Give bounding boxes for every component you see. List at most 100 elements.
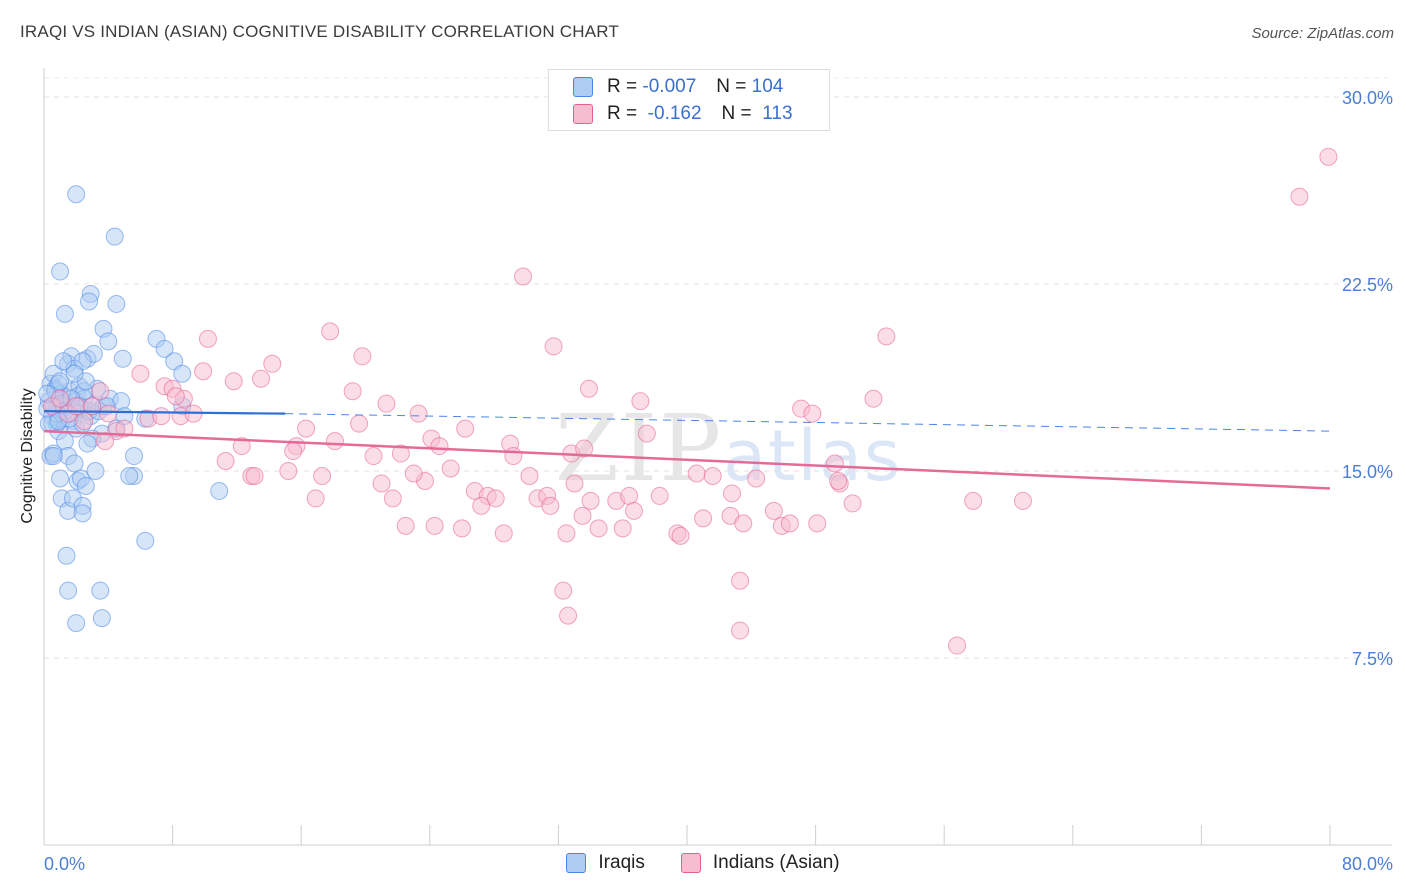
- axes: [43, 68, 1392, 846]
- indian-point: [877, 327, 896, 346]
- indian-point: [75, 412, 94, 431]
- chart-title: IRAQI VS INDIAN (ASIAN) COGNITIVE DISABI…: [20, 22, 619, 41]
- indian-point: [1290, 187, 1309, 206]
- indian-point: [441, 459, 460, 478]
- iraqi-point: [105, 227, 124, 246]
- indian-point: [232, 437, 251, 456]
- indian-point: [452, 519, 471, 538]
- indian-point: [325, 432, 344, 451]
- indian-point: [703, 466, 722, 485]
- indian-point: [723, 484, 742, 503]
- iraqi-point: [80, 292, 99, 311]
- legend-row-indian: R = -0.162 N = 113: [573, 101, 793, 127]
- indian-point: [279, 462, 298, 480]
- iraqi-point: [57, 546, 76, 565]
- legend-row-iraqi: R = -0.007 N = 104: [573, 74, 783, 100]
- indian-point: [825, 454, 844, 473]
- indian-point: [514, 267, 533, 286]
- indian-point: [620, 486, 639, 505]
- y-tick-label: 22.5%: [1342, 275, 1393, 295]
- indian-trend-line: [43, 429, 1331, 490]
- indian-point: [321, 322, 340, 341]
- iraqi-point: [76, 476, 95, 495]
- indian-point: [650, 486, 669, 505]
- iraqi-point: [155, 339, 174, 358]
- indian-point: [409, 404, 428, 423]
- indian-point: [803, 404, 822, 423]
- indian-point: [194, 362, 213, 381]
- indian-point: [404, 464, 423, 483]
- indian-point: [559, 606, 578, 625]
- iraqi-trend-extension: [285, 413, 1331, 432]
- indian-point: [694, 509, 713, 528]
- indian-point: [456, 419, 475, 438]
- indian-point: [520, 466, 539, 485]
- indian-point: [1319, 147, 1338, 166]
- grid-lines: [44, 77, 1392, 659]
- iraqi-point: [55, 304, 74, 323]
- source-label: Source: ZipAtlas.com: [1251, 25, 1394, 42]
- indian-points: [43, 147, 1338, 655]
- indian-point: [131, 364, 150, 383]
- iraqi-point: [210, 481, 229, 500]
- indian-point: [224, 372, 243, 391]
- legend-r-value-iraqi: -0.007: [642, 76, 697, 97]
- indian-point: [353, 347, 372, 366]
- legend-label-indians: Indians (Asian): [712, 852, 840, 873]
- indian-point: [166, 387, 185, 406]
- iraqi-trend-line: [43, 410, 286, 415]
- indian-point: [843, 494, 862, 513]
- iraqi-point: [107, 294, 126, 313]
- legend-swatch-indian: [573, 104, 593, 124]
- legend-item-iraqis: Iraqis: [566, 852, 645, 874]
- indian-point: [589, 519, 608, 538]
- iraqi-point: [173, 364, 192, 383]
- iraqi-point: [99, 332, 118, 351]
- iraqi-point: [120, 466, 139, 485]
- indian-point: [152, 407, 171, 426]
- iraqi-point: [91, 581, 110, 600]
- indian-point: [364, 447, 383, 466]
- y-tick-labels: 7.5% 15.0% 22.5% 30.0%: [1342, 88, 1393, 669]
- indian-point: [579, 379, 598, 398]
- x-tick-label-max: 80.0%: [1342, 854, 1393, 874]
- legend-swatch-iraqi: [573, 77, 593, 97]
- indian-point: [391, 444, 410, 463]
- y-tick-label: 15.0%: [1342, 462, 1393, 482]
- legend-item-indians: Indians (Asian): [680, 852, 840, 874]
- indian-point: [252, 369, 271, 388]
- indian-point: [864, 389, 883, 408]
- indian-point: [948, 636, 967, 655]
- iraqi-point: [92, 609, 111, 628]
- indian-point: [245, 466, 264, 485]
- indian-point: [541, 496, 560, 515]
- indian-point: [734, 514, 753, 533]
- indian-point: [747, 469, 766, 488]
- indian-point: [91, 382, 110, 401]
- legend-n-value-indian: 113: [762, 103, 793, 124]
- indian-point: [115, 419, 134, 438]
- iraqi-point: [65, 454, 84, 473]
- iraqi-point: [136, 531, 155, 550]
- indian-point: [565, 474, 584, 493]
- indian-point: [780, 514, 799, 533]
- indian-point: [613, 519, 632, 538]
- indian-point: [554, 581, 573, 600]
- indian-point: [263, 354, 282, 373]
- x-tick-labels: 0.0% 80.0%: [44, 854, 1393, 874]
- indian-point: [731, 571, 750, 590]
- indian-point: [284, 442, 303, 461]
- indian-point: [544, 337, 563, 356]
- indian-point: [573, 506, 592, 525]
- iraqi-point: [51, 469, 70, 488]
- indian-point: [764, 501, 783, 520]
- legend-swatch-indians: [680, 853, 701, 873]
- indian-point: [51, 389, 70, 408]
- iraqi-point: [67, 614, 86, 633]
- indian-point: [383, 489, 402, 508]
- iraqi-point: [44, 447, 63, 466]
- iraqi-point: [51, 262, 70, 281]
- indian-point: [1013, 491, 1032, 510]
- indian-point: [216, 452, 235, 471]
- iraqi-point: [113, 349, 132, 368]
